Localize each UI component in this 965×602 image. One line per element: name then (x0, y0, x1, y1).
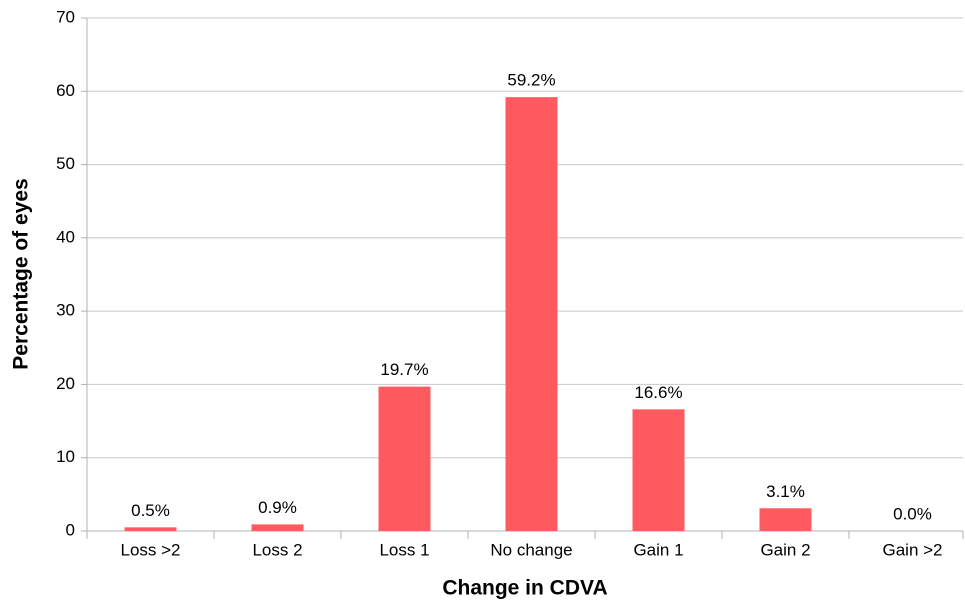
x-tick-label: No change (490, 540, 572, 559)
data-label: 3.1% (766, 482, 805, 501)
x-tick-label: Gain 1 (633, 540, 683, 559)
x-tick-label: Gain >2 (882, 540, 942, 559)
bar (759, 508, 812, 531)
bar (124, 527, 177, 531)
bar (378, 386, 431, 531)
y-tick-label: 40 (56, 227, 75, 246)
x-axis-title: Change in CDVA (442, 577, 607, 600)
y-tick-label: 20 (56, 374, 75, 393)
data-label: 59.2% (507, 71, 555, 90)
x-tick-label: Loss >2 (120, 540, 180, 559)
y-tick-label: 60 (56, 81, 75, 100)
y-tick-label: 70 (56, 7, 75, 26)
data-label: 0.5% (131, 501, 170, 520)
y-tick-label: 0 (66, 520, 75, 539)
y-axis-title: Percentage of eyes (10, 178, 33, 369)
y-tick-label: 10 (56, 447, 75, 466)
data-label: 0.0% (893, 504, 932, 523)
data-label: 0.9% (258, 498, 297, 517)
y-tick-label: 30 (56, 301, 75, 320)
x-tick-label: Loss 2 (252, 540, 302, 559)
data-label: 16.6% (634, 383, 682, 402)
bar (251, 524, 304, 531)
x-tick-label: Loss 1 (379, 540, 429, 559)
x-tick-label: Gain 2 (760, 540, 810, 559)
bar (505, 97, 558, 532)
y-tick-label: 50 (56, 154, 75, 173)
data-label: 19.7% (380, 360, 428, 379)
bar (632, 409, 685, 531)
